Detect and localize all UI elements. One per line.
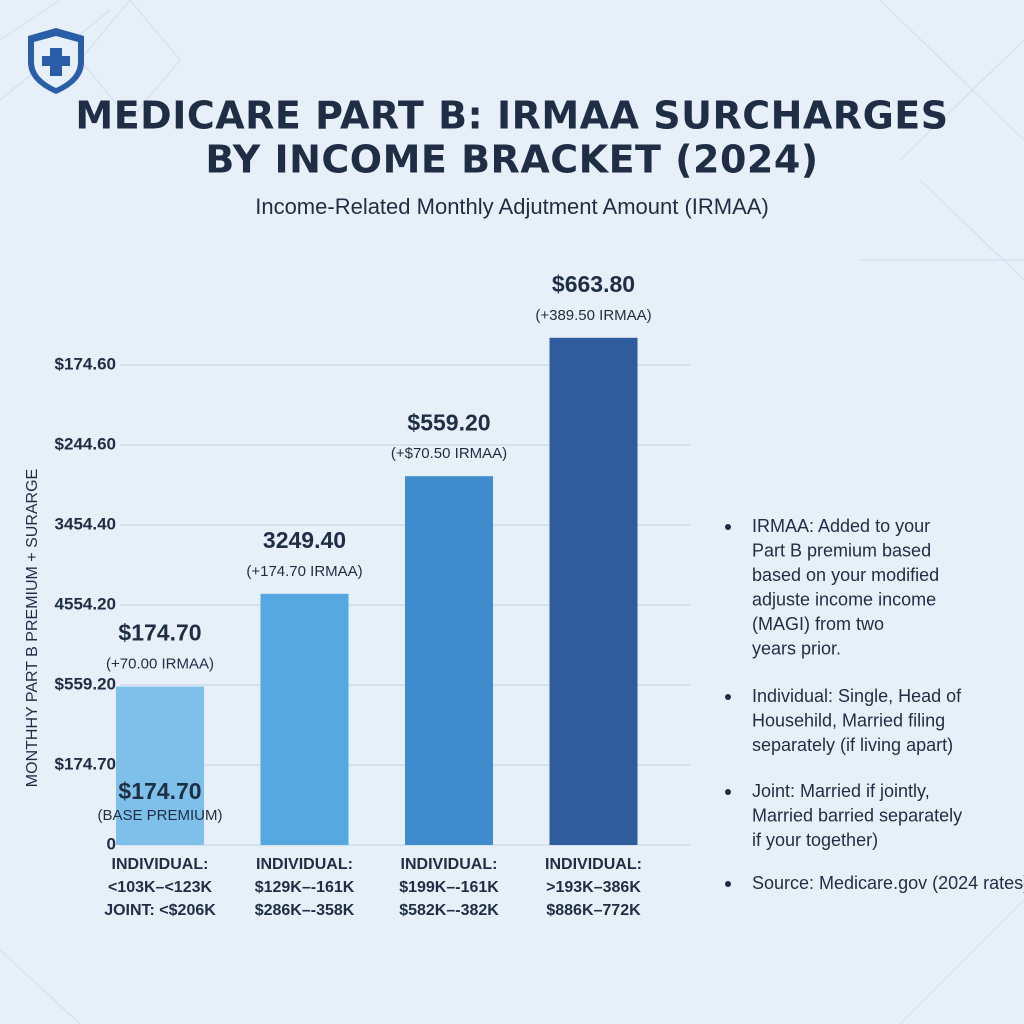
y-tick-label: 3454.40 [55,514,116,533]
base-amount-label: $174.70 [118,778,201,804]
x-tick-label: INDIVIDUAL: [256,856,353,873]
x-tick-label: $886K–772K [546,902,641,919]
x-tick-label: >193K–386K [546,879,641,896]
bar-irmaa-label: (+70.00 IRMAA) [106,656,214,673]
x-tick-label: <103K–<123K [108,879,213,896]
x-tick-label: $582K–-382K [399,902,499,919]
bar-irmaa-label: (+$70.50 IRMAA) [391,445,507,462]
note-text: Part B premium based [752,540,931,560]
bar-amount-label: $559.20 [407,409,490,435]
bar [549,337,638,845]
chart-title: MEDICARE PART B: IRMAA SURCHARGES [75,94,948,138]
y-tick-label: $174.70 [55,754,116,773]
note-text: years prior. [752,638,841,658]
note-text: Househild, Married filing [752,710,945,730]
note-text: Source: Medicare.gov (2024 rates) [752,873,1024,893]
note-text: Joint: Married if jointly, [752,781,930,801]
logo [28,28,84,94]
y-tick-label: $174.60 [55,354,116,373]
x-tick-label: INDIVIDUAL: [545,856,642,873]
bar [405,476,493,845]
bar [260,593,349,845]
bar-amount-label: 3249.40 [263,527,346,553]
x-tick-label: JOINT: <$206K [104,902,216,919]
base-note-label: (BASE PREMIUM) [97,807,222,824]
bar-irmaa-label: (+174.70 IRMAA) [246,563,362,580]
bullet [725,524,731,530]
x-tick-label: $129K–-161K [255,879,355,896]
note-text: if your together) [752,830,878,850]
x-tick-label: INDIVIDUAL: [112,856,209,873]
bullet [725,789,731,795]
x-tick-label: $286K–-358K [255,902,355,919]
bullet [725,694,731,700]
note-text: Individual: Single, Head of [752,686,962,706]
chart-title: BY INCOME BRACKET (2024) [205,138,818,182]
y-tick-label: 0 [107,834,116,853]
x-tick-label: INDIVIDUAL: [401,856,498,873]
bar [116,686,204,845]
bar-irmaa-label: (+389.50 IRMAA) [535,307,651,324]
bar-amount-label: $174.70 [118,620,201,646]
y-tick-label: $559.20 [55,674,116,693]
note-text: Married barried separately [752,805,962,825]
note-text: separately (if living apart) [752,735,953,755]
note-text: IRMAA: Added to your [752,516,930,536]
y-axis-title: MONTHHY PART B PREMIUM + SURARGE [24,469,41,787]
chart-subtitle: Income-Related Monthly Adjutment Amount … [255,194,769,219]
bar-amount-label: $663.80 [552,271,635,297]
note-text: adjuste income income [752,589,936,609]
note-text: based on your modified [752,565,939,585]
y-tick-label: 4554.20 [55,594,116,613]
x-tick-label: $199K–-161K [399,879,499,896]
bullet [725,881,731,887]
note-text: (MAGI) from two [752,614,884,634]
y-tick-label: $244.60 [55,434,116,453]
